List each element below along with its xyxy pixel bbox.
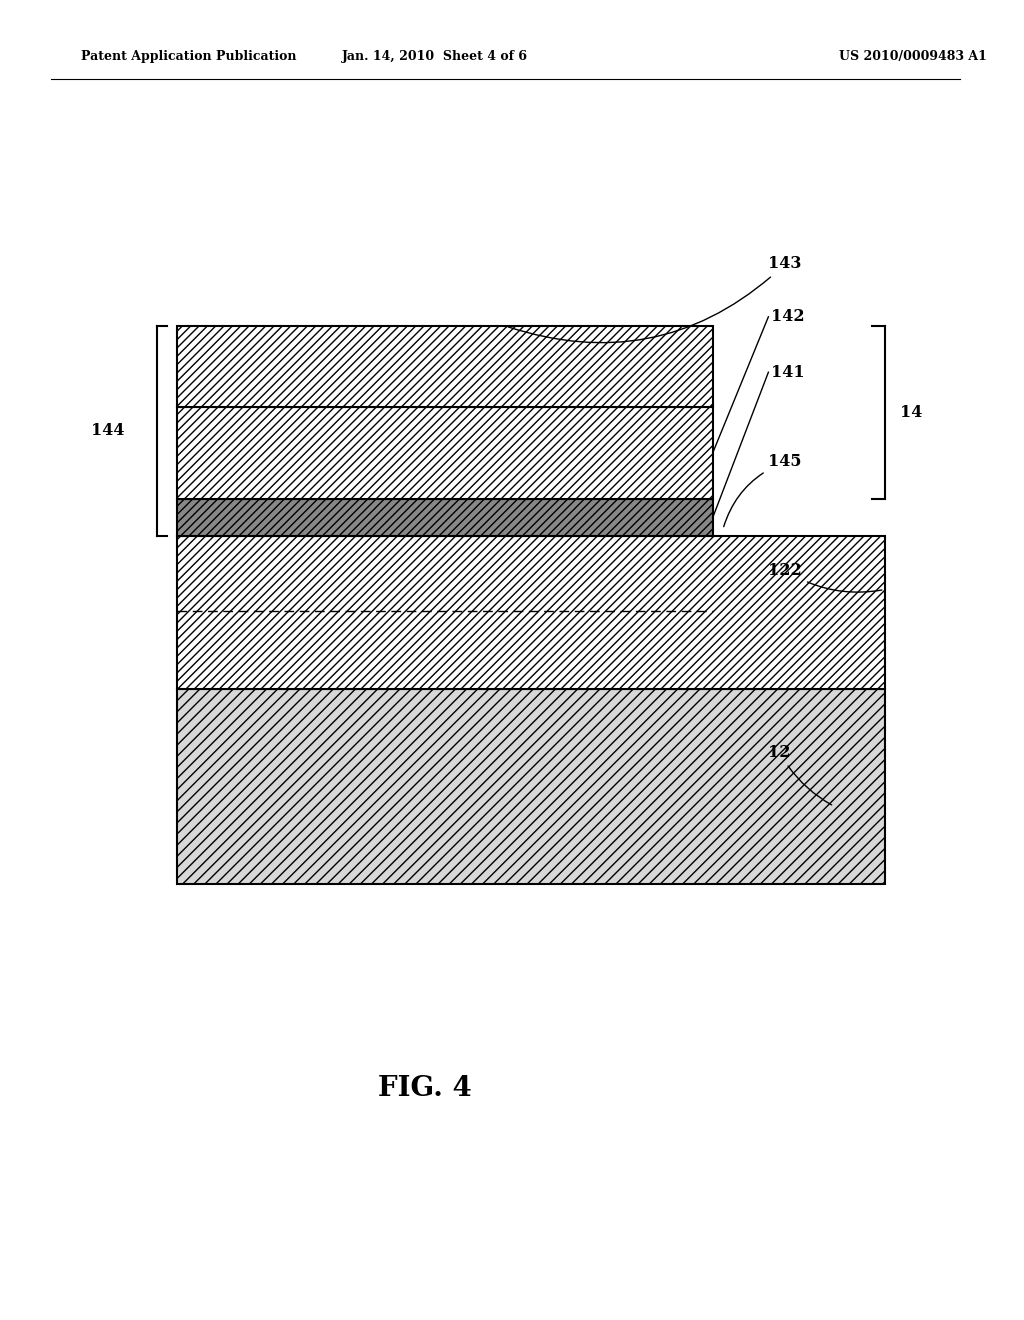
Bar	[177, 689, 885, 884]
Text: 14: 14	[900, 404, 923, 421]
Text: 122: 122	[768, 562, 882, 593]
Text: 143: 143	[508, 256, 802, 343]
Text: 142: 142	[771, 309, 805, 325]
Bar	[177, 326, 713, 407]
Bar	[177, 407, 713, 499]
Bar	[177, 536, 885, 689]
Text: Patent Application Publication: Patent Application Publication	[81, 50, 296, 63]
Text: 12: 12	[768, 744, 831, 805]
Text: Jan. 14, 2010  Sheet 4 of 6: Jan. 14, 2010 Sheet 4 of 6	[342, 50, 527, 63]
Text: 141: 141	[771, 364, 805, 380]
Bar	[177, 499, 713, 536]
Text: 144: 144	[91, 422, 125, 440]
Text: 145: 145	[724, 454, 802, 527]
Text: FIG. 4: FIG. 4	[378, 1076, 471, 1102]
Text: US 2010/0009483 A1: US 2010/0009483 A1	[839, 50, 987, 63]
